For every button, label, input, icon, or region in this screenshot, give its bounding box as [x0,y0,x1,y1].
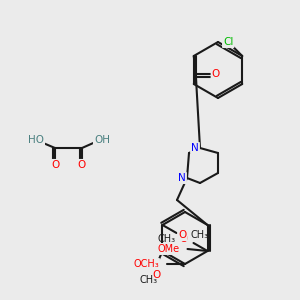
Text: O: O [178,230,187,240]
Text: CH₃: CH₃ [158,234,175,244]
Text: O: O [152,270,160,280]
Text: O: O [179,234,188,244]
Text: CH₃: CH₃ [190,230,208,240]
Text: O: O [212,69,220,79]
Text: N: N [191,143,199,153]
Text: O: O [78,160,86,170]
Text: OMe: OMe [158,244,179,254]
Text: N: N [178,173,186,183]
Text: OCH₃: OCH₃ [133,259,159,269]
Text: HO: HO [28,135,44,145]
Text: CH₃: CH₃ [140,275,158,285]
Text: Cl: Cl [223,37,233,47]
Text: OH: OH [94,135,110,145]
Text: O: O [51,160,59,170]
